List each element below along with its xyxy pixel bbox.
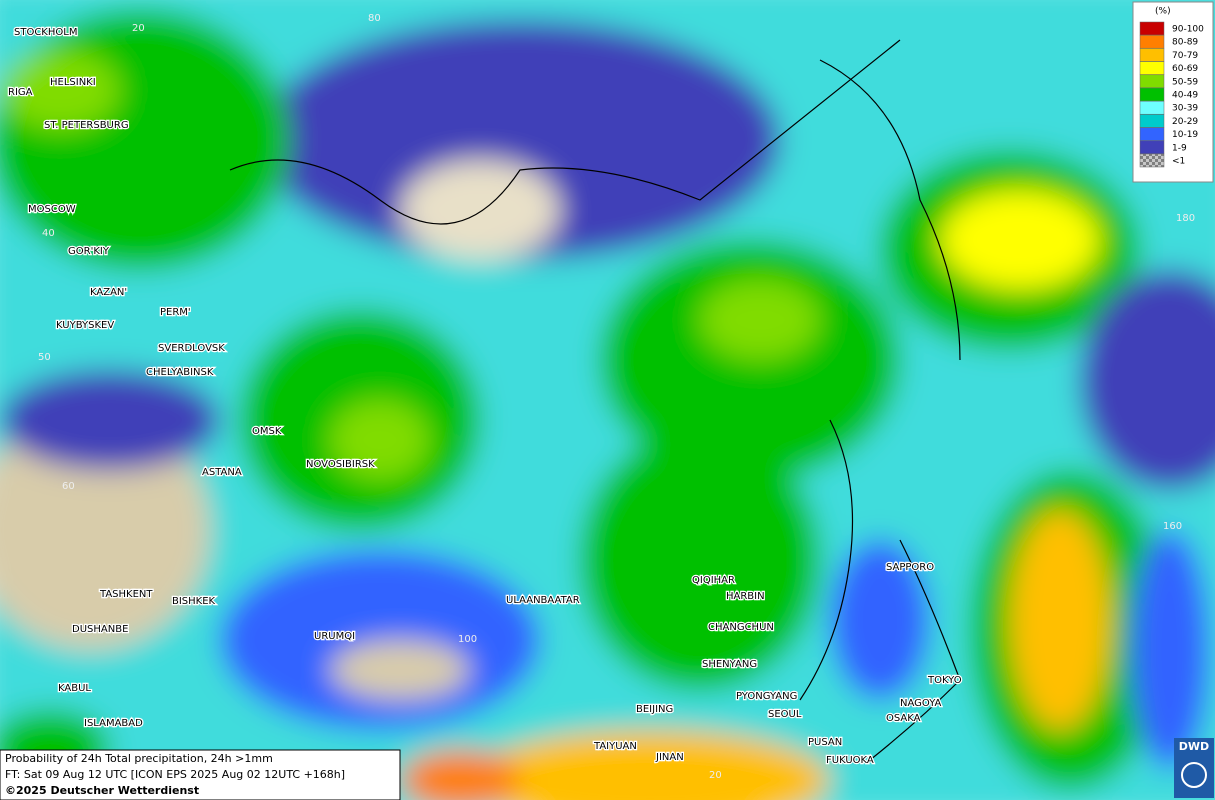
- city-label: OSAKA: [886, 713, 921, 724]
- city-label: SAPPORO: [886, 562, 934, 573]
- grid-label: 160: [1163, 521, 1182, 532]
- legend-swatch: [1139, 48, 1165, 62]
- grid-label: 20: [132, 23, 145, 34]
- legend-label: <1: [1172, 157, 1185, 167]
- city-label: TAIYUAN: [593, 741, 637, 752]
- legend-swatch: [1139, 34, 1165, 49]
- city-label: TOKYO: [927, 675, 962, 686]
- grid-label: 60: [62, 481, 75, 492]
- legend: (%) 90-100 80-89 70-79 60-69 50-59 40-49 30-39…: [1132, 1, 1214, 183]
- copyright: ©2025 Deutscher Wetterdienst: [5, 784, 199, 797]
- legend-label: 60-69: [1172, 64, 1198, 74]
- city-label: DUSHANBE: [72, 624, 128, 635]
- caption-line: FT: Sat 09 Aug 12 UTC [ICON EPS 2025 Aug…: [5, 768, 345, 781]
- city-label: KAZAN': [90, 287, 127, 298]
- logo-text: DWD: [1179, 740, 1209, 753]
- city-label: KUYBYSKEV: [56, 320, 114, 331]
- grid-label: 40: [42, 228, 55, 239]
- city-label: SEOUL: [768, 709, 802, 720]
- legend-label: 1-9: [1172, 143, 1187, 153]
- legend-label: 10-19: [1172, 130, 1198, 140]
- city-label: ST. PETERSBURG: [44, 120, 129, 131]
- city-label: TASHKENT: [99, 589, 153, 600]
- caption-box: [0, 749, 401, 800]
- city-label: CHANGCHUN: [708, 622, 774, 633]
- city-label: PUSAN: [808, 737, 842, 748]
- legend-label: 90-100: [1172, 25, 1204, 35]
- legend-label: 70-79: [1172, 51, 1198, 61]
- legend-swatch: [1139, 74, 1165, 89]
- legend-swatch: [1139, 87, 1165, 102]
- legend-swatch: [1139, 127, 1165, 141]
- city-label: QIQIHAR: [692, 575, 735, 586]
- legend-label: 40-49: [1172, 91, 1198, 101]
- city-label: RIGA: [8, 87, 33, 98]
- grid-label: 80: [368, 13, 381, 24]
- legend-label: 50-59: [1172, 77, 1198, 87]
- city-label: PYONGYANG: [736, 691, 797, 702]
- logo-icon: [1181, 762, 1207, 788]
- city-label: BEIJING: [636, 704, 673, 715]
- city-label: FUKUOKA: [826, 755, 874, 766]
- city-label: BISHKEK: [172, 596, 216, 607]
- legend-swatch: [1139, 100, 1165, 115]
- city-label: ISLAMABAD: [84, 718, 143, 729]
- legend-swatch: [1139, 114, 1165, 128]
- legend-title: (%): [1155, 7, 1171, 17]
- legend-label: 20-29: [1172, 117, 1198, 127]
- city-label: GOR'KIY: [68, 246, 110, 257]
- legend-swatch: [1139, 61, 1165, 75]
- grid-label: 50: [38, 352, 51, 363]
- city-label: MOSCOW: [28, 204, 76, 215]
- city-label: SHENYANG: [702, 659, 757, 670]
- city-label: ULAANBAATAR: [506, 595, 580, 606]
- legend-swatch: [1139, 140, 1165, 155]
- city-label: HARBIN: [726, 591, 765, 602]
- legend-label: 30-39: [1172, 104, 1198, 114]
- city-label: NAGOYA: [900, 698, 942, 709]
- caption-line: Probability of 24h Total precipitation, …: [5, 752, 273, 765]
- grid-label: 100: [458, 634, 477, 645]
- city-label: CHELYABINSK: [146, 367, 214, 378]
- city-label: PERM': [160, 307, 191, 318]
- city-label: ASTANA: [202, 467, 242, 478]
- city-label: OMSK: [252, 426, 282, 437]
- city-label: KABUL: [58, 683, 91, 694]
- coastlines: [229, 39, 961, 761]
- city-label: STOCKHOLM: [14, 27, 77, 38]
- grid-label: 180: [1176, 213, 1195, 224]
- city-label: HELSINKI: [50, 77, 96, 88]
- city-label: NOVOSIBIRSK: [306, 459, 375, 470]
- city-label: JINAN: [655, 752, 684, 763]
- city-label: SVERDLOVSK: [158, 343, 225, 354]
- legend-swatch: [1139, 21, 1165, 36]
- city-label: URUMQI: [314, 631, 355, 642]
- legend-label: 80-89: [1172, 38, 1198, 48]
- legend-swatch: [1139, 153, 1165, 168]
- grid-label: 20: [709, 770, 722, 781]
